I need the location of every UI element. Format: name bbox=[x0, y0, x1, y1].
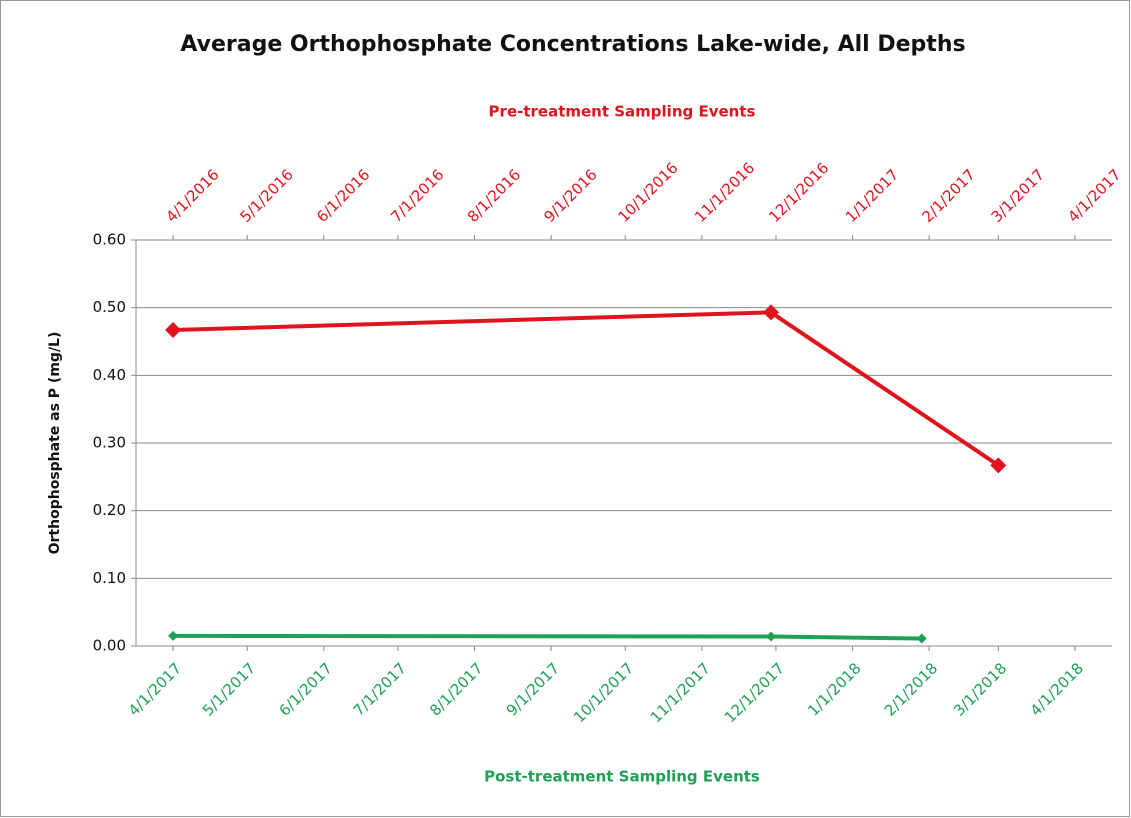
y-tick-label: 0.10 bbox=[93, 569, 126, 587]
y-tick-label: 0.00 bbox=[93, 637, 126, 655]
y-tick-label: 0.50 bbox=[93, 298, 126, 316]
y-axis-title: Orthophosphate as P (mg/L) bbox=[47, 332, 63, 555]
marker bbox=[165, 321, 182, 338]
y-tick-label: 0.30 bbox=[93, 434, 126, 452]
marker bbox=[168, 630, 179, 641]
top-axis-title: Pre-treatment Sampling Events bbox=[489, 103, 756, 121]
marker bbox=[990, 457, 1007, 474]
y-tick-label: 0.20 bbox=[93, 501, 126, 519]
marker bbox=[916, 633, 927, 644]
y-tick-label: 0.40 bbox=[93, 366, 126, 384]
marker bbox=[766, 631, 777, 642]
chart-title: Average Orthophosphate Concentrations La… bbox=[180, 32, 965, 57]
marker bbox=[763, 304, 780, 321]
bottom-axis-title: Post-treatment Sampling Events bbox=[484, 768, 760, 786]
y-tick-label: 0.60 bbox=[93, 231, 126, 249]
